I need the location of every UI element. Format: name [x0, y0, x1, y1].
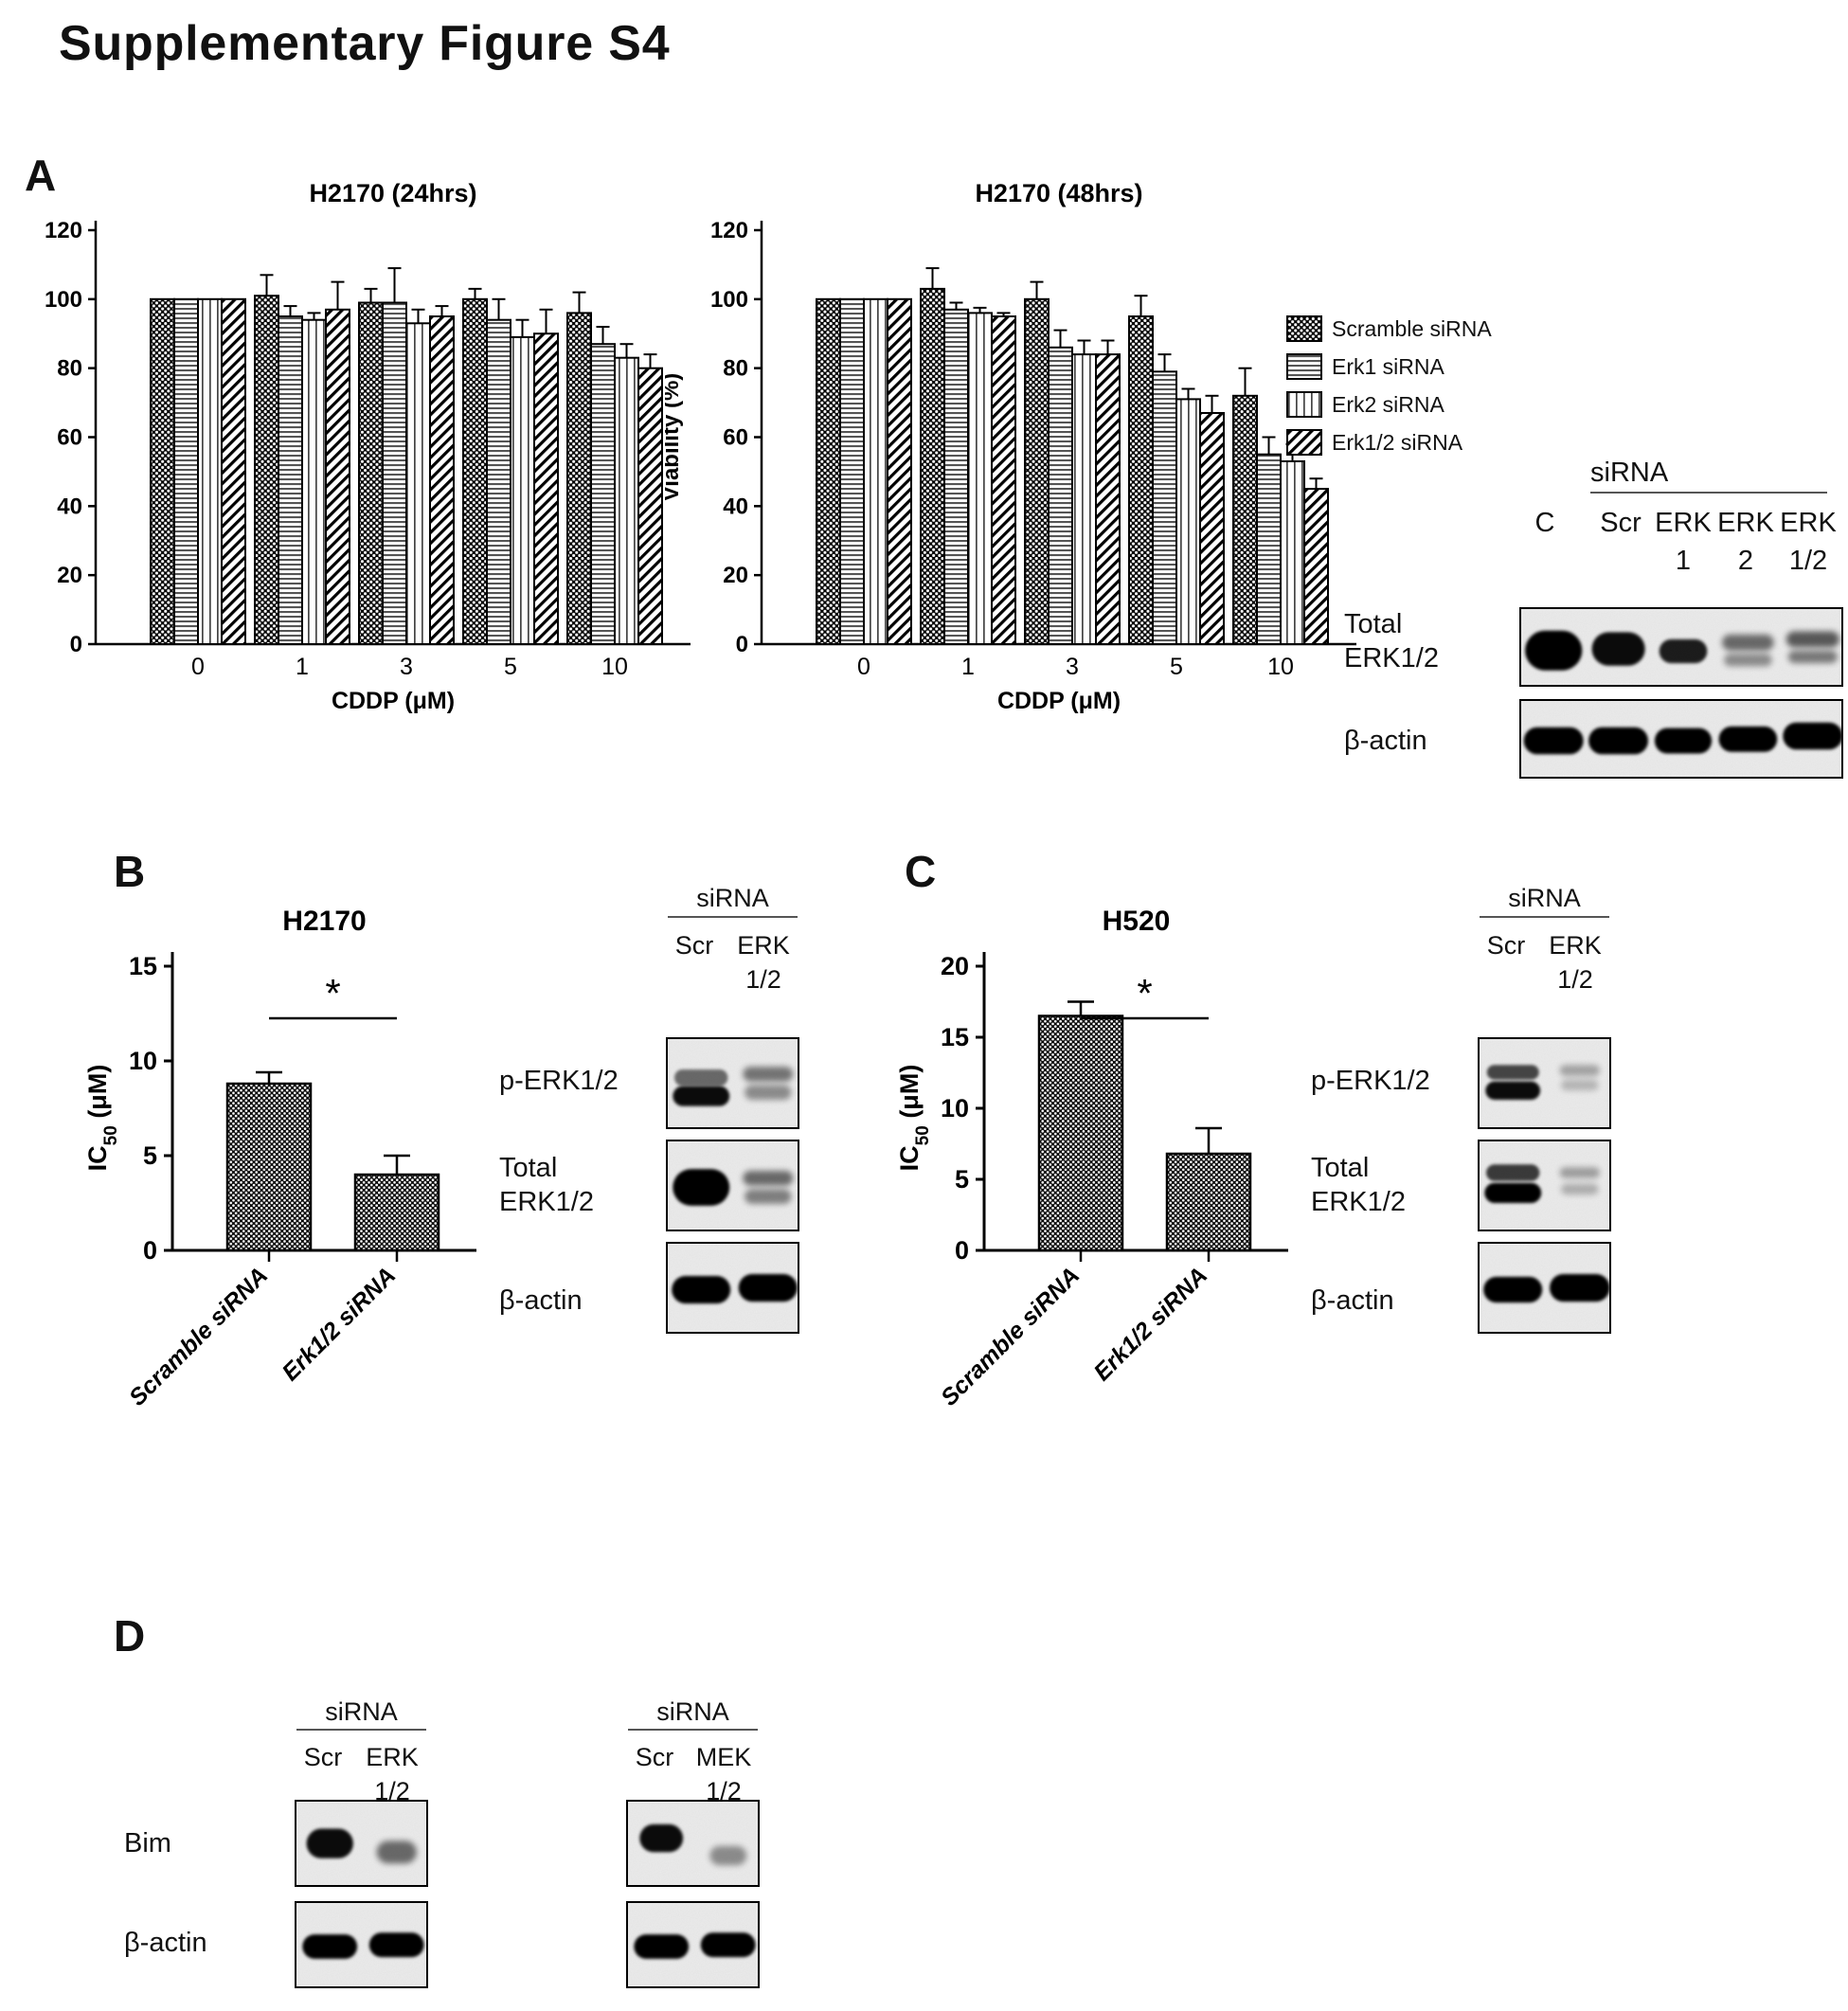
svg-text:3: 3: [400, 654, 413, 680]
svg-text:10: 10: [1267, 654, 1294, 680]
svg-text:120: 120: [45, 218, 82, 243]
svg-text:120: 120: [710, 218, 748, 243]
svg-text:10: 10: [129, 1047, 157, 1075]
svg-text:5: 5: [504, 654, 517, 680]
svg-text:80: 80: [57, 356, 82, 382]
svg-text:5: 5: [143, 1141, 157, 1170]
svg-text:5: 5: [1170, 654, 1183, 680]
svg-text:CDDP (μM): CDDP (μM): [332, 688, 455, 714]
svg-text:H520: H520: [1103, 906, 1171, 937]
svg-text:Viability (%): Viability (%): [0, 373, 1, 502]
svg-text:100: 100: [710, 287, 748, 313]
svg-text:0: 0: [70, 632, 82, 657]
svg-text:0: 0: [143, 1236, 157, 1265]
svg-text:40: 40: [57, 494, 82, 519]
svg-text:20: 20: [723, 563, 748, 588]
svg-text:60: 60: [57, 425, 82, 451]
svg-text:15: 15: [129, 952, 157, 980]
svg-text:60: 60: [723, 425, 748, 451]
svg-text:20: 20: [57, 563, 82, 588]
svg-text:15: 15: [941, 1023, 969, 1051]
svg-text:H2170: H2170: [282, 906, 366, 937]
svg-text:H2170 (24hrs): H2170 (24hrs): [309, 179, 476, 207]
svg-text:0: 0: [857, 654, 870, 680]
svg-text:*: *: [1137, 971, 1152, 1015]
svg-text:3: 3: [1066, 654, 1079, 680]
svg-text:CDDP (μM): CDDP (μM): [997, 688, 1121, 714]
svg-text:*: *: [325, 971, 340, 1015]
svg-text:1: 1: [961, 654, 975, 680]
svg-text:10: 10: [601, 654, 628, 680]
svg-text:IC50 (μM): IC50 (μM): [83, 1065, 121, 1172]
svg-text:80: 80: [723, 356, 748, 382]
svg-text:Erk1/2 siRNA: Erk1/2 siRNA: [1088, 1262, 1212, 1386]
svg-text:Erk1/2 siRNA: Erk1/2 siRNA: [277, 1262, 401, 1386]
svg-text:100: 100: [45, 287, 82, 313]
svg-text:H2170 (48hrs): H2170 (48hrs): [975, 179, 1142, 207]
svg-text:1: 1: [296, 654, 309, 680]
svg-text:5: 5: [955, 1165, 969, 1194]
svg-text:0: 0: [736, 632, 748, 657]
svg-text:20: 20: [941, 952, 969, 980]
svg-text:0: 0: [955, 1236, 969, 1265]
svg-text:Scramble siRNA: Scramble siRNA: [936, 1262, 1085, 1410]
svg-text:10: 10: [941, 1094, 969, 1122]
svg-text:40: 40: [723, 494, 748, 519]
svg-text:Scramble siRNA: Scramble siRNA: [124, 1262, 273, 1410]
svg-text:IC50 (μM): IC50 (μM): [895, 1065, 933, 1172]
svg-text:0: 0: [191, 654, 205, 680]
svg-text:Viability (%): Viability (%): [665, 373, 684, 502]
